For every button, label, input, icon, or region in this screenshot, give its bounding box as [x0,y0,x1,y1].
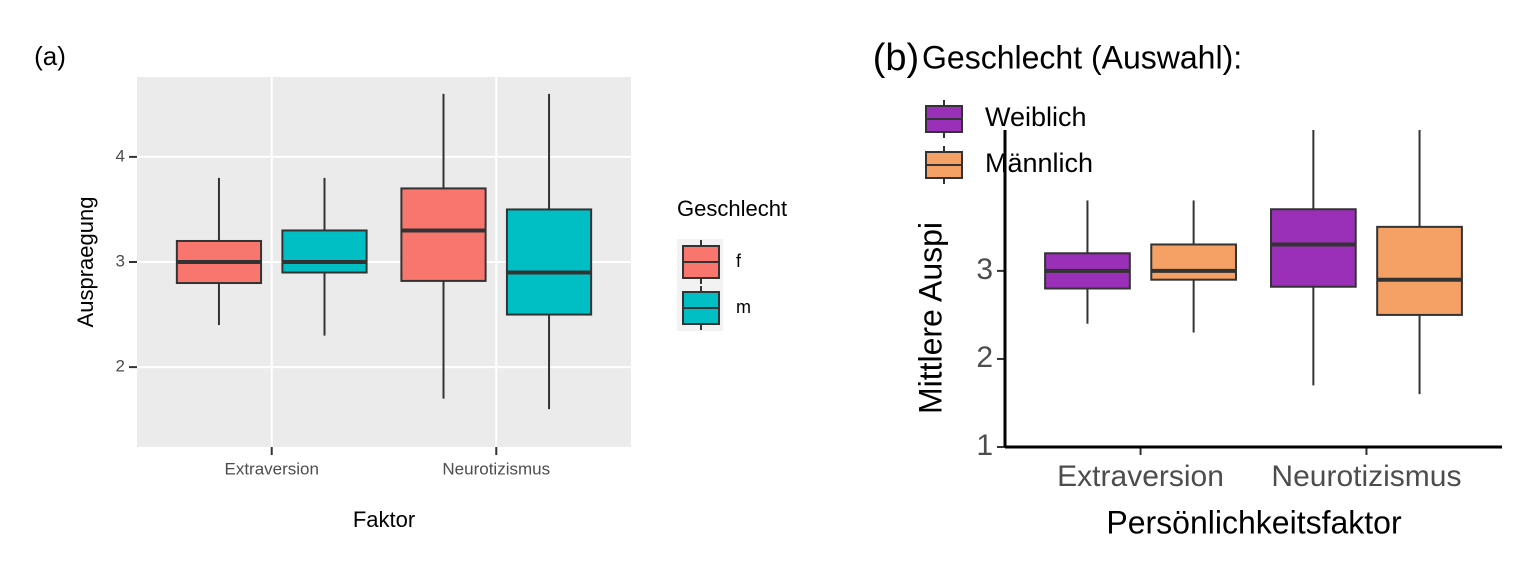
legend-label: Weiblich [985,102,1087,132]
panel-label: (a) [34,41,66,71]
box [505,208,593,316]
box [1150,243,1237,281]
x-axis-label: Faktor [353,507,415,532]
x-tick-label: Neurotizismus [442,459,550,478]
box [1270,208,1357,288]
y-tick-label: 1 [976,429,993,462]
y-tick-label: 2 [116,357,125,376]
y-tick-label: 4 [116,146,125,165]
y-axis-label: Auspraegung [73,197,98,328]
legend-title: Geschlecht (Auswahl): [922,39,1242,75]
legend-title: Geschlecht [677,196,787,221]
x-tick-label: Extraversion [224,459,318,478]
legend-label: f [736,251,742,271]
legend-label: Männlich [985,148,1093,178]
box [400,187,487,282]
legend-label: m [736,297,751,317]
y-tick-label: 3 [976,253,993,286]
y-tick-label: 3 [116,251,125,270]
box [1376,225,1463,316]
panel-label: (b) [873,37,919,79]
x-axis-label: Persönlichkeitsfaktor [1106,504,1402,540]
x-tick-label: Neurotizismus [1271,460,1461,493]
box [281,229,368,274]
y-tick-label: 2 [976,341,993,374]
y-axis-label: Mittlere Auspi [912,222,948,414]
x-tick-label: Extraversion [1057,460,1224,493]
